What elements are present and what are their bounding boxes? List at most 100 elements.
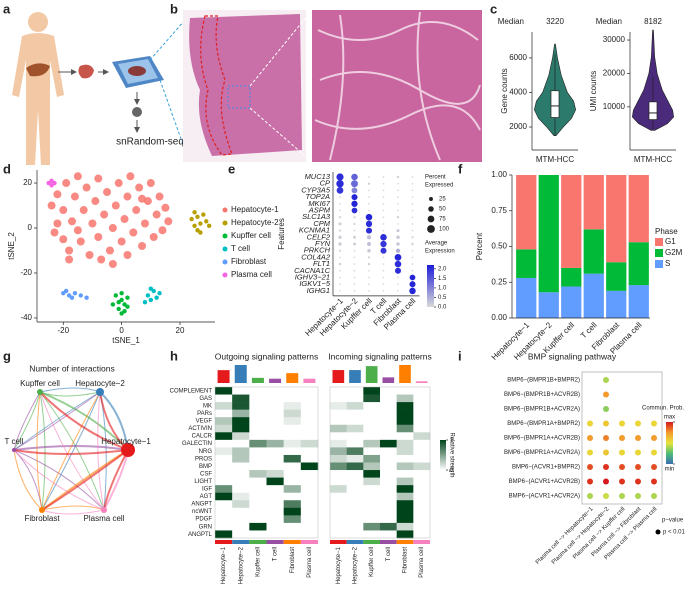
total-bar [269, 378, 282, 383]
row-label: ncWNT [192, 509, 212, 515]
column-annotation [413, 540, 430, 544]
heatmap-cell [346, 417, 364, 426]
heatmap-cell [215, 387, 233, 395]
heatmap-cell [283, 470, 302, 478]
dot [619, 493, 625, 499]
row-label: PROS [195, 456, 212, 462]
heatmap-cell [249, 515, 267, 524]
dot [382, 202, 385, 205]
heatmap-cell [346, 409, 364, 418]
legend-title: Phase [655, 227, 678, 236]
dot [603, 435, 609, 441]
heatmap-cell [396, 522, 414, 531]
heatmap-cell [346, 477, 364, 486]
heatmap-cell [283, 424, 302, 433]
heatmap-cell [413, 439, 431, 448]
dot [368, 202, 370, 205]
point [85, 250, 94, 259]
median-label: Median [498, 17, 524, 26]
point [59, 206, 68, 215]
legend-size [428, 206, 434, 212]
column-label: Plasma cell [307, 547, 313, 578]
heatmap-cell [266, 439, 284, 448]
heatmap-cell [413, 402, 431, 410]
row-label: BMP6−(ACVR1+ACVR2A) [509, 494, 580, 500]
dot [336, 180, 344, 188]
heatmap-cell [363, 439, 381, 448]
heatmap-cell [215, 454, 233, 463]
point [113, 293, 118, 298]
heatmap-cell [396, 417, 414, 426]
heatmap-cell [330, 462, 347, 471]
heatmap-cell [249, 485, 267, 493]
point [116, 300, 121, 305]
row-label: FYN [315, 239, 331, 248]
dot [619, 449, 625, 456]
heatmap-cell [300, 492, 319, 501]
heatmap-cell [215, 485, 233, 493]
total-bar [234, 365, 247, 383]
total-bar [399, 365, 411, 383]
point [126, 172, 135, 181]
x-tick-label: -20 [57, 326, 69, 335]
point [164, 217, 173, 226]
dot [411, 176, 414, 178]
heatmap-cell [283, 387, 302, 395]
row-label: GALECTIN [182, 441, 212, 447]
point [125, 304, 130, 309]
network-node [96, 388, 104, 396]
heatmap-cell [363, 515, 381, 524]
heatmap-frame [214, 386, 319, 539]
heatmap-cell [232, 530, 250, 539]
dot [411, 263, 414, 265]
heatmap-cell [363, 500, 381, 509]
panel-label: g [3, 348, 11, 363]
colorbar-label: 2.0 [438, 266, 447, 272]
heatmap-cell [396, 447, 414, 456]
heatmap-cell [249, 522, 267, 531]
workflow-illustration: snRandom-seq [12, 12, 186, 165]
legend-label: Hepatocyte-2 [231, 218, 279, 227]
network-edge [13, 445, 129, 451]
dot [367, 262, 371, 266]
dot [635, 435, 641, 441]
row-label: ANGPTL [188, 532, 213, 538]
row-label: MK [203, 403, 212, 409]
point [189, 216, 194, 222]
tissue-texture [314, 11, 481, 161]
row-label: ANGPT [191, 502, 212, 508]
box [648, 101, 658, 120]
column-annotation [330, 540, 347, 544]
network-edge [13, 391, 101, 451]
heatmap-cell [363, 470, 381, 478]
liver [26, 63, 50, 77]
dot [382, 283, 385, 286]
dot [339, 209, 341, 212]
legend-title: Expressed [425, 183, 453, 189]
heatmap-cell [346, 394, 364, 403]
legend-size-label: 50 [439, 207, 446, 213]
bar-segment [583, 273, 604, 318]
dot [397, 276, 399, 279]
heatmap-cell [413, 394, 431, 403]
heatmap-cell [330, 387, 347, 395]
heatmap-cell [249, 447, 267, 456]
dot [368, 290, 370, 292]
point [72, 291, 78, 296]
legend-label: G1 [665, 237, 676, 246]
dot [411, 223, 414, 225]
heatmap-cell [363, 485, 381, 493]
y-tick-label: 0.50 [491, 242, 507, 251]
point [97, 255, 106, 264]
point [155, 192, 164, 201]
heatmap-cell [330, 530, 347, 539]
heatmap-cell [396, 454, 414, 463]
heatmap-cell [232, 454, 250, 463]
network-node [12, 448, 16, 452]
heatmap-cell [380, 387, 397, 395]
heatmap-cell [346, 492, 364, 501]
column-label: Hepatocyte−2 [238, 546, 244, 584]
dot [603, 391, 609, 398]
heatmap-cell [330, 470, 347, 478]
heatmap-cell [330, 485, 347, 493]
